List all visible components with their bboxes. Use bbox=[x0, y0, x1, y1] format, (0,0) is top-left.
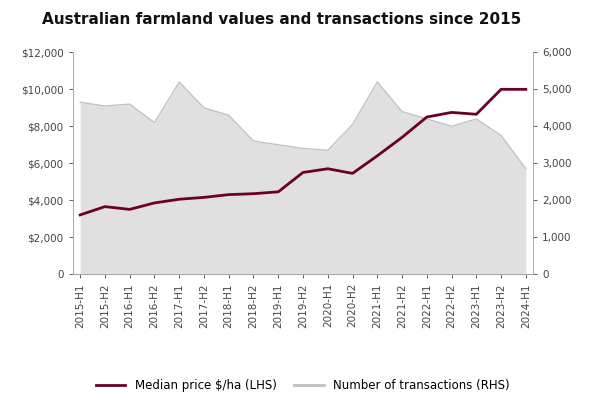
Text: Australian farmland values and transactions since 2015: Australian farmland values and transacti… bbox=[42, 12, 522, 27]
Legend: Median price $/ha (LHS), Number of transactions (RHS): Median price $/ha (LHS), Number of trans… bbox=[92, 374, 514, 397]
